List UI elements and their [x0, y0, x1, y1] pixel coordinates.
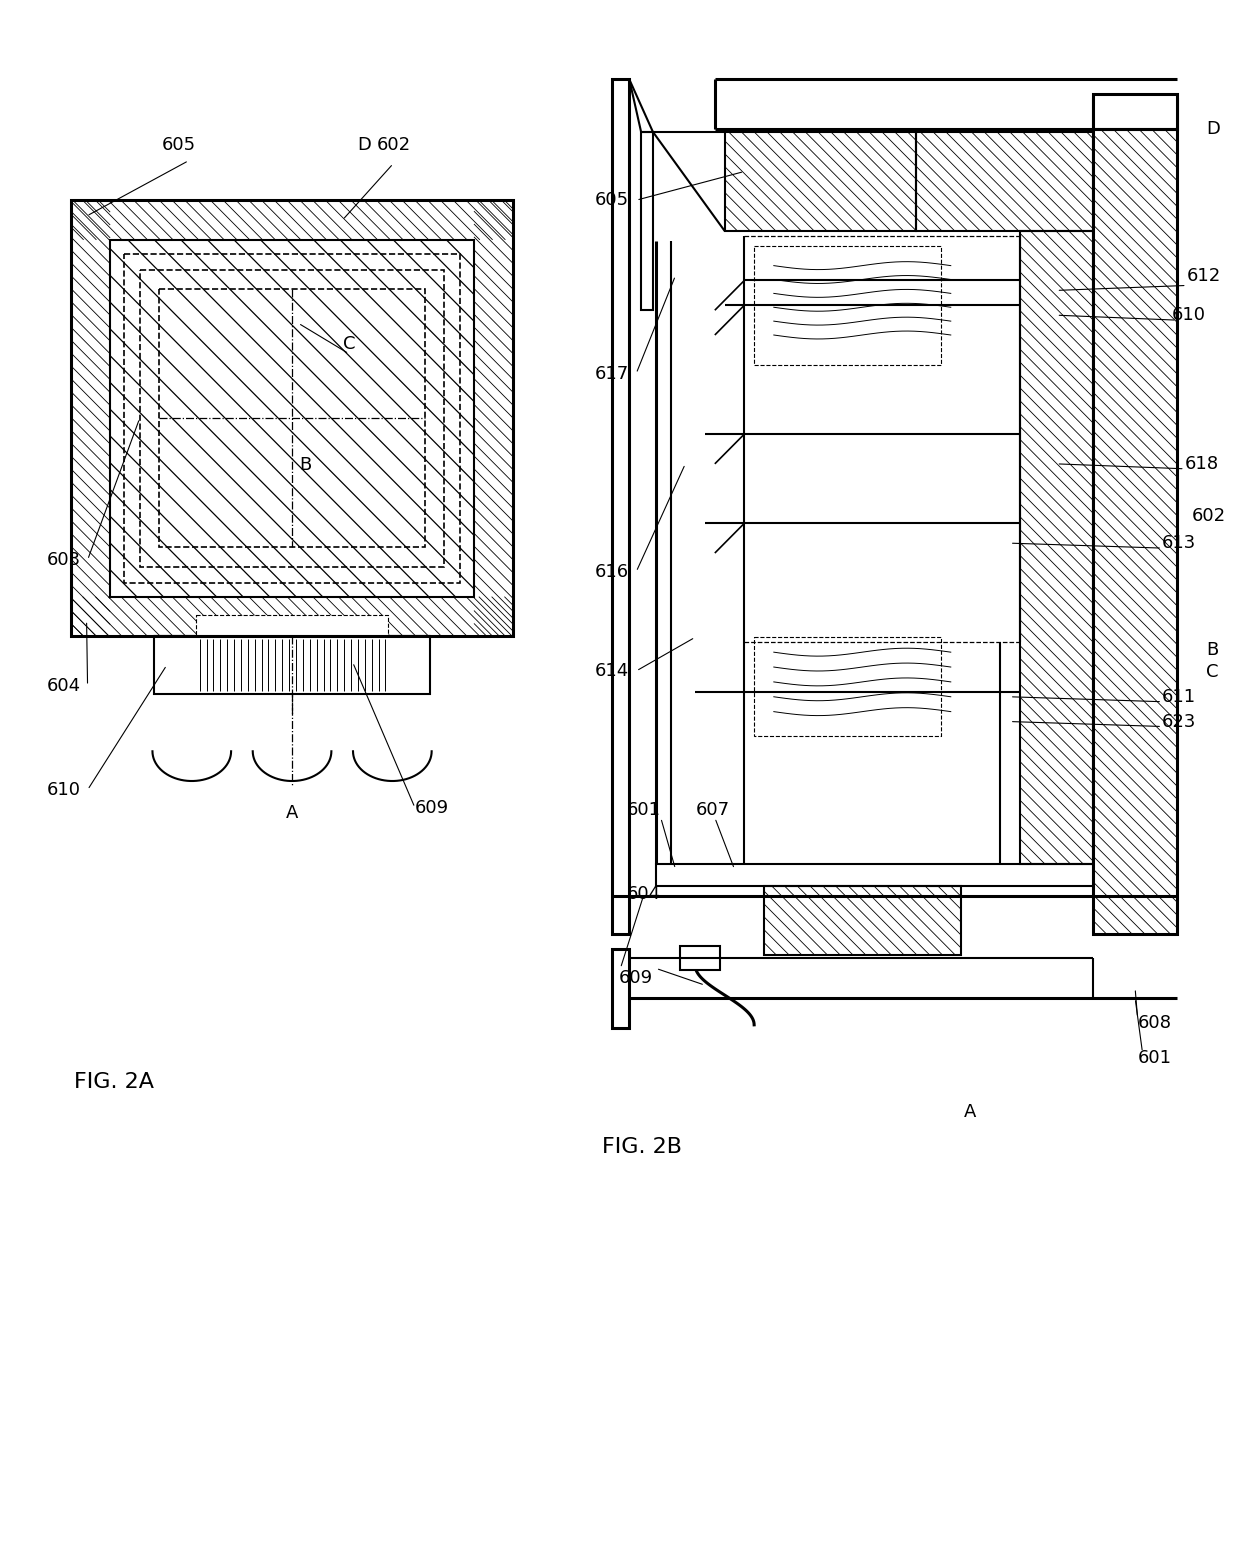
Bar [110, 239, 474, 596]
Text: 607: 607 [696, 801, 730, 818]
Bar [1094, 99, 1177, 934]
Text: 617: 617 [595, 365, 629, 383]
Text: 616: 616 [595, 563, 629, 581]
Text: 602: 602 [1192, 507, 1226, 526]
Text: 605: 605 [162, 136, 196, 153]
Text: 614: 614 [595, 662, 629, 681]
Text: 609: 609 [415, 798, 449, 817]
Text: 608: 608 [1137, 1014, 1172, 1031]
Text: D: D [1207, 121, 1220, 138]
Bar [764, 886, 961, 956]
Text: A: A [965, 1103, 977, 1121]
Text: 604: 604 [47, 678, 81, 695]
Text: 602: 602 [376, 136, 410, 153]
Bar [124, 254, 460, 582]
Bar [196, 615, 388, 637]
Bar [754, 246, 941, 365]
Text: FIG. 2B: FIG. 2B [601, 1136, 682, 1157]
Bar [916, 131, 1094, 232]
Text: 601: 601 [1137, 1049, 1172, 1066]
Text: C: C [342, 335, 356, 354]
Bar [1019, 232, 1094, 864]
Text: 613: 613 [1162, 534, 1197, 552]
Bar [611, 948, 629, 1028]
Text: 612: 612 [1187, 266, 1221, 285]
Text: 604: 604 [627, 884, 661, 903]
Bar [681, 945, 719, 970]
Bar [159, 290, 425, 548]
Text: D: D [357, 136, 371, 153]
Text: 605: 605 [595, 191, 629, 210]
Text: 610: 610 [1172, 307, 1207, 324]
Bar [155, 637, 430, 693]
Bar [641, 131, 653, 310]
Bar [656, 864, 1094, 886]
Bar [724, 131, 916, 232]
Text: C: C [1207, 664, 1219, 681]
Bar [71, 200, 513, 637]
Text: B: B [1207, 642, 1219, 659]
Text: 609: 609 [619, 969, 653, 988]
Text: 610: 610 [47, 781, 81, 800]
Text: 611: 611 [1162, 687, 1197, 706]
Text: FIG. 2A: FIG. 2A [74, 1072, 154, 1092]
Text: 623: 623 [1162, 712, 1197, 731]
Text: 618: 618 [1184, 455, 1219, 473]
Text: B: B [299, 455, 311, 474]
Bar [140, 269, 444, 567]
Text: 601: 601 [627, 801, 661, 818]
Bar [71, 200, 513, 637]
Text: 603: 603 [47, 551, 81, 570]
Bar [611, 80, 629, 934]
Text: A: A [286, 804, 299, 822]
Bar [1094, 94, 1177, 128]
Bar [754, 637, 941, 737]
